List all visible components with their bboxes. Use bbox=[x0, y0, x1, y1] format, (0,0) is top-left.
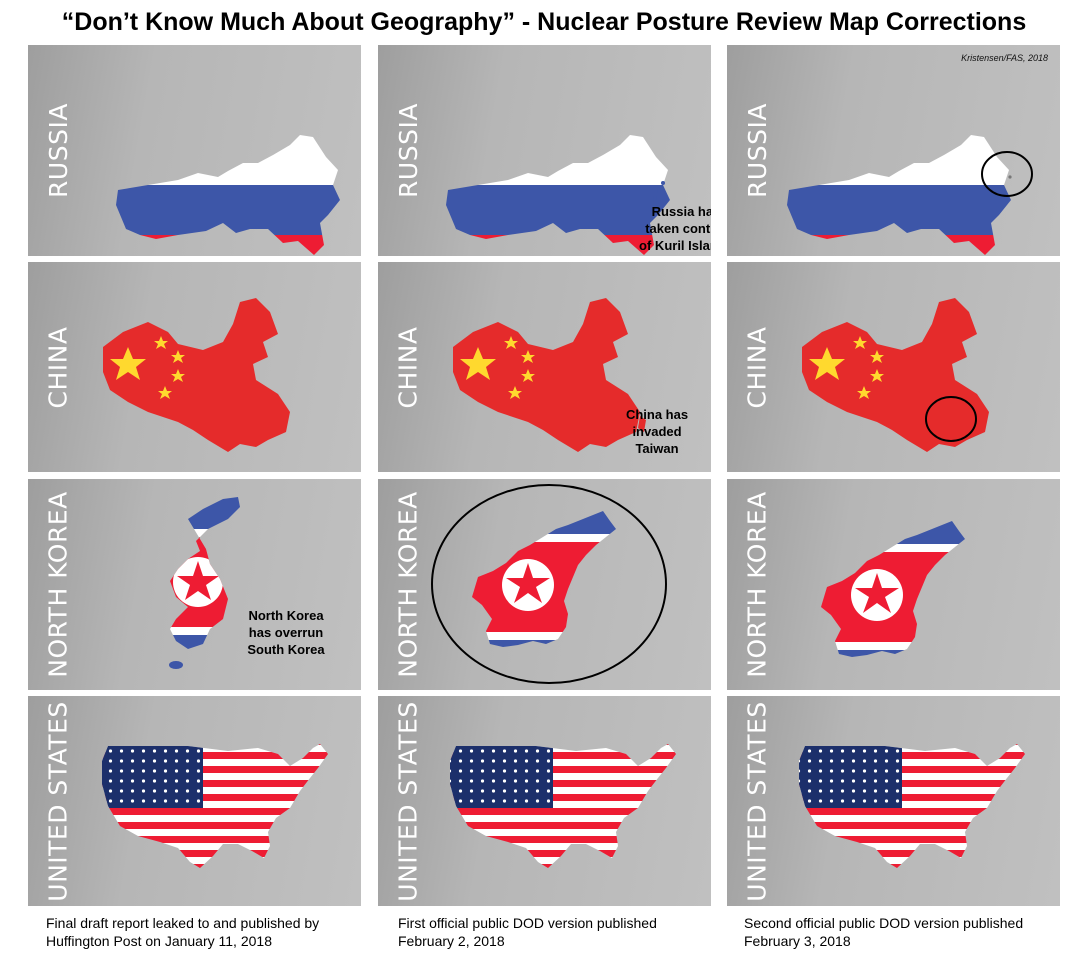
us-flag-map bbox=[799, 744, 1025, 868]
korea-flag-map bbox=[821, 521, 965, 657]
panel-united-states-first: UNITED STATES bbox=[378, 696, 711, 906]
panel-russia-first: RUSSIA Russia has taken control of Kuril… bbox=[378, 45, 711, 256]
page-title: “Don’t Know Much About Geography” - Nucl… bbox=[61, 8, 1027, 36]
taiwan-island bbox=[638, 416, 646, 432]
credit: Kristensen/FAS, 2018 bbox=[961, 53, 1048, 63]
panel-china-draft: CHINA bbox=[28, 262, 361, 472]
taiwan-correction-circle bbox=[925, 396, 977, 442]
korea-flag-map bbox=[431, 484, 667, 684]
china-note: China has invaded Taiwan bbox=[625, 407, 689, 456]
kuril-islands bbox=[653, 181, 665, 200]
korea-flag-map bbox=[169, 497, 240, 669]
kuril-correction-circle bbox=[981, 151, 1033, 197]
russia-flag-map bbox=[446, 135, 670, 255]
panel-russia-second: RUSSIA Kristensen/FAS, 2018 bbox=[727, 45, 1060, 256]
panel-china-second: CHINA bbox=[727, 262, 1060, 472]
panel-north-korea-first: NORTH KOREA bbox=[378, 479, 711, 690]
caption-first: First official public DOD version publis… bbox=[398, 915, 657, 949]
panel-north-korea-draft: NORTH KOREA North Korea has overrun Sout… bbox=[28, 479, 361, 690]
caption-second: Second official public DOD version publi… bbox=[744, 915, 1024, 949]
china-flag-map bbox=[103, 298, 290, 452]
russia-flag-map bbox=[787, 135, 1033, 255]
russia-flag-map bbox=[116, 135, 340, 255]
china-flag-map bbox=[453, 298, 646, 452]
russia-note: Russia has taken control of Kuril Island… bbox=[639, 204, 711, 253]
north-korea-correction-circle bbox=[431, 484, 667, 684]
panel-united-states-second: UNITED STATES bbox=[727, 696, 1060, 906]
panel-united-states-draft: UNITED STATES bbox=[28, 696, 361, 906]
north-korea-note: North Korea has overrun South Korea bbox=[247, 608, 325, 657]
panel-china-first: CHINA China has invaded Taiwan bbox=[378, 262, 711, 472]
us-flag-map bbox=[102, 744, 328, 868]
panel-north-korea-second: NORTH KOREA bbox=[727, 479, 1060, 690]
us-flag-map bbox=[450, 744, 676, 868]
panel-russia-draft: RUSSIA bbox=[28, 45, 361, 256]
china-flag-map bbox=[802, 298, 989, 452]
caption-draft: Final draft report leaked to and publish… bbox=[46, 915, 320, 949]
